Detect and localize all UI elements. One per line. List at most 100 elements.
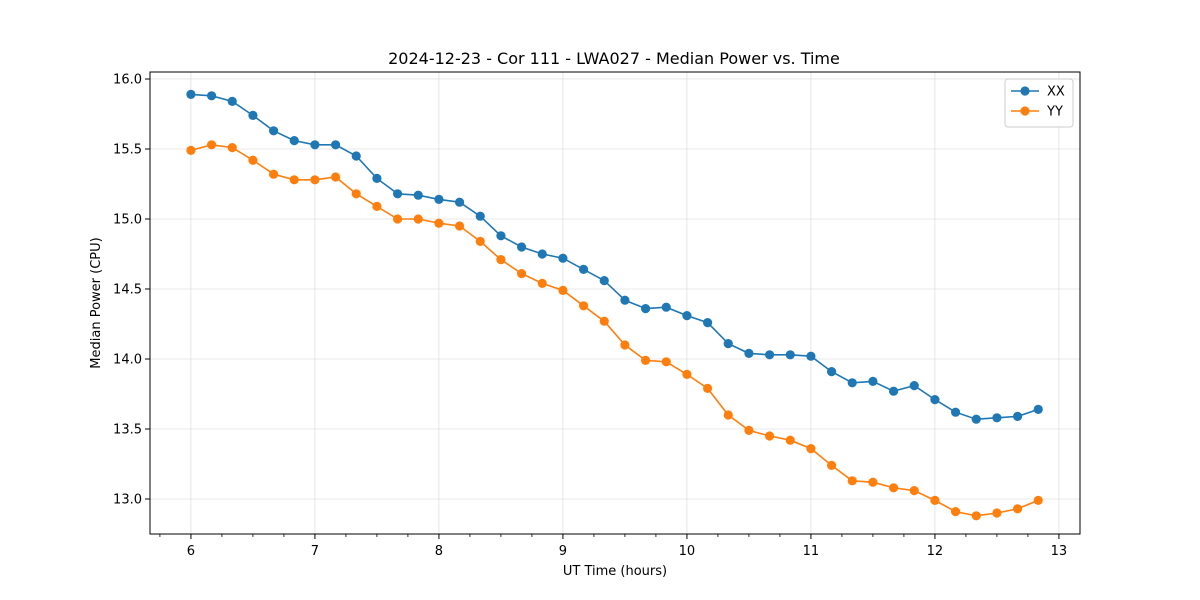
- data-point-xx: [516, 242, 527, 252]
- series-layer: [186, 89, 1043, 521]
- y-tick-label: 13.5: [113, 423, 142, 438]
- series-xx: [186, 89, 1043, 424]
- data-point-yy: [227, 143, 237, 153]
- y-tick-label: 14.5: [113, 283, 142, 298]
- series-yy: [186, 140, 1043, 521]
- x-tick-label: 7: [311, 544, 319, 559]
- data-point-yy: [888, 483, 899, 493]
- data-point-yy: [599, 316, 609, 326]
- data-point-yy: [558, 285, 568, 295]
- axis-layer: 6 7 8 9 10 11 12 13 13.0 13.5 14.0 14.5 15.0 15.5 16.0: [113, 73, 1067, 560]
- data-point-xx: [826, 367, 837, 377]
- data-point-xx: [806, 351, 816, 361]
- data-point-xx: [558, 253, 568, 263]
- data-point-xx: [620, 295, 630, 305]
- data-point-yy: [413, 214, 423, 224]
- y-tick-label: 13.0: [113, 493, 142, 508]
- data-point-yy: [992, 508, 1002, 518]
- data-point-xx: [785, 350, 795, 360]
- data-point-yy: [289, 175, 299, 185]
- x-tick-label: 9: [559, 544, 567, 559]
- chart-title: 2024-12-23 - Cor 111 - LWA027 - Median P…: [388, 49, 840, 68]
- data-point-xx: [992, 413, 1002, 423]
- data-point-yy: [723, 410, 733, 420]
- data-point-yy: [620, 340, 630, 350]
- data-point-yy: [268, 169, 279, 179]
- data-point-yy: [764, 431, 775, 441]
- x-tick-label: 13: [1051, 544, 1068, 559]
- data-point-yy: [578, 301, 589, 311]
- data-point-yy: [1012, 504, 1023, 514]
- data-point-xx: [868, 376, 878, 386]
- data-point-xx: [413, 190, 423, 200]
- plot-area: [150, 72, 1080, 534]
- data-point-yy: [868, 477, 878, 487]
- y-tick-label: 16.0: [113, 73, 142, 88]
- y-tick-label: 15.5: [113, 143, 142, 158]
- data-point-xx: [702, 318, 713, 328]
- data-point-yy: [310, 175, 320, 185]
- data-point-yy: [496, 255, 506, 265]
- data-point-yy: [971, 511, 981, 521]
- data-point-xx: [537, 249, 547, 259]
- legend: XX YY: [1004, 78, 1074, 128]
- data-point-yy: [847, 476, 857, 486]
- x-tick-label: 6: [187, 544, 195, 559]
- data-point-yy: [909, 486, 919, 496]
- data-point-xx: [744, 348, 754, 358]
- x-tick-label: 11: [803, 544, 820, 559]
- data-point-xx: [454, 197, 465, 207]
- data-point-yy: [248, 155, 258, 165]
- data-point-xx: [496, 231, 506, 241]
- y-tick-label: 15.0: [113, 213, 142, 228]
- data-point-xx: [268, 126, 279, 136]
- data-point-xx: [475, 211, 485, 221]
- x-tick-label: 10: [679, 544, 696, 559]
- data-point-xx: [1033, 404, 1043, 414]
- data-point-yy: [392, 214, 403, 224]
- data-point-xx: [847, 378, 857, 388]
- x-tick-label: 12: [927, 544, 944, 559]
- data-point-yy: [516, 269, 527, 279]
- legend-entry-xx: XX: [1011, 85, 1065, 100]
- data-point-xx: [578, 264, 589, 274]
- data-point-yy: [785, 435, 795, 445]
- data-point-yy: [454, 221, 465, 231]
- data-point-yy: [950, 507, 961, 517]
- data-point-xx: [909, 381, 919, 391]
- data-point-xx: [930, 395, 940, 405]
- legend-label: XX: [1047, 85, 1065, 100]
- x-axis-label: UT Time (hours): [563, 564, 667, 579]
- data-point-yy: [806, 444, 816, 454]
- data-point-xx: [392, 189, 403, 199]
- data-point-xx: [310, 140, 320, 150]
- data-point-xx: [434, 194, 444, 204]
- data-point-xx: [227, 96, 237, 106]
- data-point-xx: [723, 339, 733, 349]
- data-point-xx: [206, 91, 217, 101]
- data-point-xx: [950, 407, 961, 417]
- data-point-xx: [289, 136, 299, 146]
- legend-marker: [1020, 106, 1030, 116]
- data-point-yy: [930, 495, 940, 505]
- data-point-yy: [186, 145, 196, 155]
- data-point-yy: [702, 383, 713, 393]
- data-point-xx: [640, 304, 651, 314]
- y-tick-label: 14.0: [113, 353, 142, 368]
- data-point-yy: [682, 369, 692, 379]
- data-point-yy: [351, 189, 361, 199]
- data-point-yy: [537, 278, 547, 288]
- data-point-yy: [826, 460, 837, 470]
- data-point-yy: [330, 172, 341, 182]
- data-point-xx: [661, 302, 671, 312]
- legend-label: YY: [1046, 105, 1063, 120]
- data-point-yy: [206, 140, 217, 150]
- data-point-xx: [971, 414, 981, 424]
- plot-border: [149, 71, 1081, 535]
- y-axis-label: Median Power (CPU): [89, 237, 104, 368]
- data-point-xx: [351, 151, 361, 161]
- data-point-xx: [682, 311, 692, 321]
- data-point-yy: [434, 218, 444, 228]
- data-point-yy: [475, 236, 485, 246]
